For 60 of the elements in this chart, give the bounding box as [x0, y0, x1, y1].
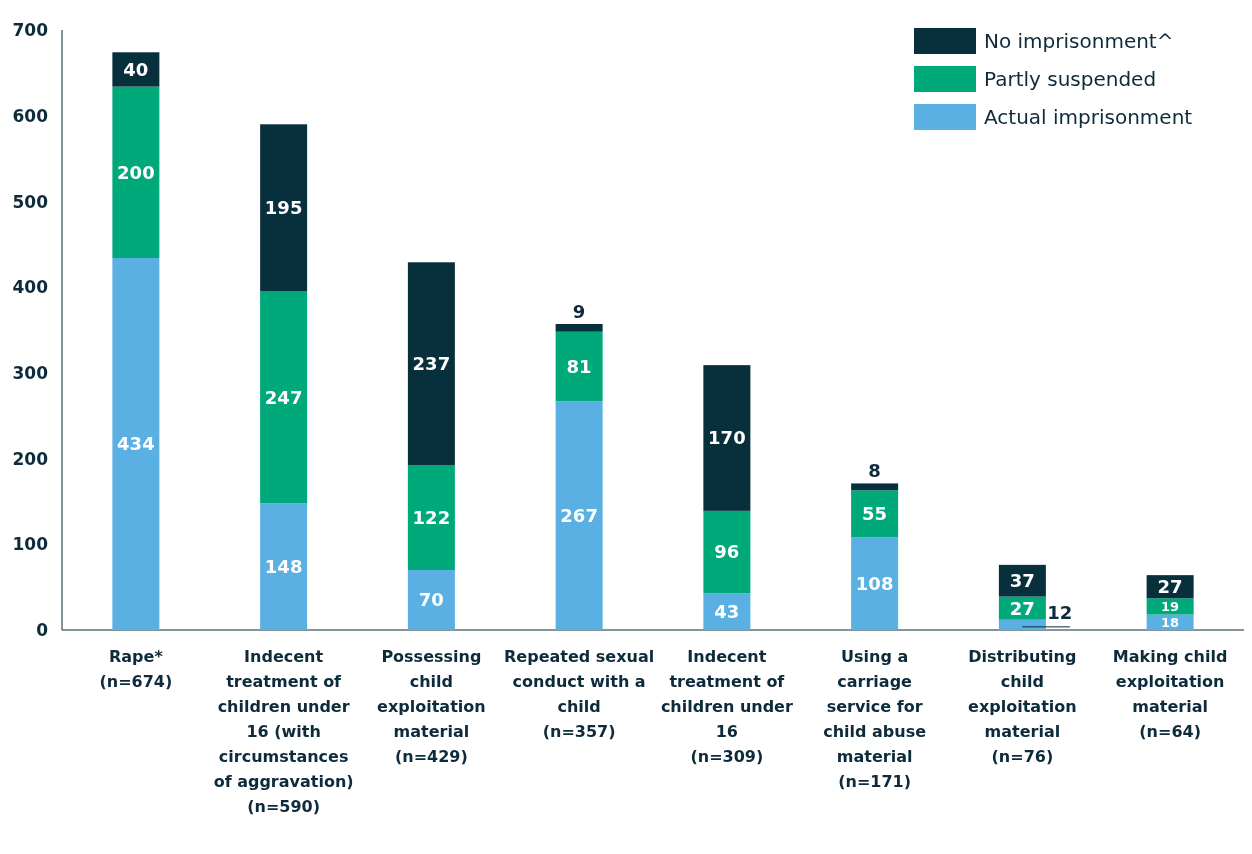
- bar: [1146, 598, 1194, 615]
- bar: [851, 483, 899, 491]
- x-tick-label: Possessing child exploitation material (n=429): [377, 647, 486, 766]
- y-tick-label: 200: [12, 448, 49, 469]
- x-tick-label: Making child exploitation material (n=64): [1112, 647, 1228, 741]
- data-label: 267: [560, 505, 598, 527]
- data-label: 148: [264, 556, 303, 578]
- bar: [851, 537, 899, 630]
- data-label: 434: [117, 433, 155, 455]
- data-label: 247: [264, 386, 303, 408]
- legend-label: Actual imprisonment: [984, 105, 1193, 130]
- y-tick-label: 100: [12, 534, 49, 555]
- bar: [112, 258, 160, 630]
- x-tick-label: Indecent treatment of children under 16 (with circumstances of aggravation) (n=590): [213, 647, 354, 816]
- bar: [407, 570, 455, 630]
- data-label: 27: [1157, 576, 1183, 598]
- x-tick-label: Repeated sexual conduct with a child (n=357): [504, 647, 655, 741]
- bar: [407, 465, 455, 570]
- data-label: 200: [117, 161, 155, 183]
- data-label: 122: [412, 507, 451, 529]
- data-label: 195: [264, 197, 303, 219]
- bar: [407, 262, 455, 466]
- bar: [703, 365, 751, 511]
- bar: [112, 86, 160, 258]
- bar: [851, 490, 899, 538]
- data-label: 96: [714, 541, 740, 563]
- bar: [555, 324, 603, 332]
- x-tick-label: Distributing child exploitation material (n=76): [968, 647, 1077, 766]
- x-tick-label: Using a carriage service for child abuse material (n=171): [823, 647, 927, 791]
- legend-label: Partly suspended: [984, 67, 1157, 92]
- y-tick-label: 300: [12, 362, 49, 383]
- y-tick-label: 700: [12, 20, 49, 41]
- data-label: 108: [855, 573, 894, 595]
- data-label: 40: [123, 58, 149, 80]
- data-label: 237: [412, 353, 451, 375]
- bar: [260, 503, 308, 630]
- bar: [555, 401, 603, 630]
- data-label: 43: [714, 601, 740, 623]
- data-label: 27: [1009, 597, 1035, 619]
- data-label: 8: [868, 460, 881, 482]
- data-label: 19: [1161, 599, 1180, 615]
- legend-label: No imprisonment^: [984, 29, 1174, 54]
- data-label: 70: [418, 589, 444, 611]
- data-label: 12: [1047, 601, 1073, 623]
- data-label: 170: [708, 427, 746, 449]
- bar: [555, 331, 603, 402]
- x-tick-label: Rape* (n=674): [99, 647, 173, 691]
- data-label: 9: [572, 301, 586, 322]
- y-tick-label: 0: [36, 620, 49, 641]
- bar: [703, 510, 751, 594]
- data-label: 18: [1161, 614, 1180, 630]
- data-label: 55: [862, 503, 888, 525]
- bar: [260, 124, 308, 292]
- y-tick-label: 400: [12, 277, 49, 298]
- data-label: 37: [1009, 570, 1035, 592]
- data-label: 81: [566, 355, 592, 377]
- bar: [260, 291, 308, 504]
- y-tick-label: 600: [12, 105, 49, 126]
- y-tick-label: 500: [12, 191, 49, 212]
- x-tick-label: Indecent treatment of children under 16 (n=309): [660, 647, 793, 766]
